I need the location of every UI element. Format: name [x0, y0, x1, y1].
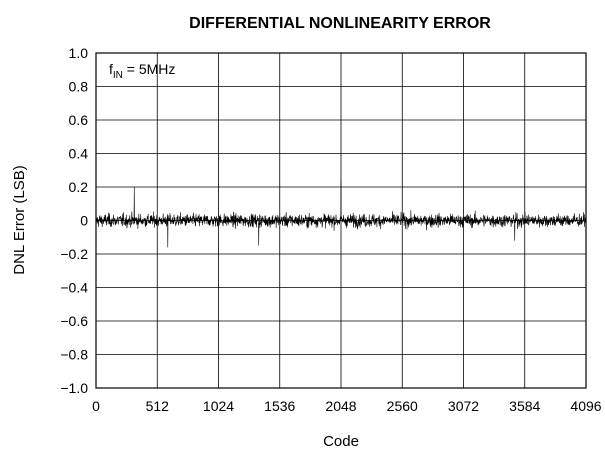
x-tick-label: 3584 [509, 398, 540, 414]
y-axis-label: DNL Error (LSB) [11, 165, 28, 274]
y-tick-label: −0.8 [60, 347, 88, 363]
chart-title: DIFFERENTIAL NONLINEARITY ERROR [189, 15, 491, 32]
plot-frame [95, 52, 587, 389]
x-tick-label: 1536 [264, 398, 295, 414]
y-tick-labels: 1.0 0.8 0.6 0.4 0.2 0 −0.2 −0.4 −0.6 −0.8 −1.0 [60, 45, 88, 396]
y-tick-label: 0.4 [69, 146, 89, 162]
annotation-subscript: IN [113, 70, 123, 81]
x-tick-label: 3072 [448, 398, 479, 414]
x-tick-label: 2048 [325, 398, 356, 414]
annotation-text: fIN = 5MHz [109, 61, 175, 81]
annotation-rest: = 5MHz [123, 61, 176, 77]
x-tick-label: 1024 [203, 398, 234, 414]
y-tick-label: −0.6 [60, 313, 88, 329]
x-tick-label: 4096 [570, 398, 601, 414]
x-tick-labels: 0 512 1024 1536 2048 2560 3072 3584 4096 [92, 398, 602, 414]
y-tick-label: 0.2 [69, 179, 89, 195]
x-tick-label: 0 [92, 398, 100, 414]
x-tick-label: 512 [146, 398, 170, 414]
y-tick-label: 1.0 [69, 45, 89, 61]
dnl-series-line [95, 180, 587, 248]
data-layer [95, 180, 587, 248]
annotation-base: f [109, 61, 113, 77]
y-tick-label: −1.0 [60, 380, 88, 396]
y-tick-label: 0.8 [69, 79, 89, 95]
x-axis-label: Code [323, 433, 359, 450]
y-tick-label: −0.4 [60, 280, 88, 296]
x-tick-label: 2560 [387, 398, 418, 414]
y-tick-label: 0.6 [69, 112, 89, 128]
y-tick-label: 0 [80, 213, 88, 229]
y-tick-label: −0.2 [60, 246, 88, 262]
annotation: fIN = 5MHz [109, 61, 175, 81]
